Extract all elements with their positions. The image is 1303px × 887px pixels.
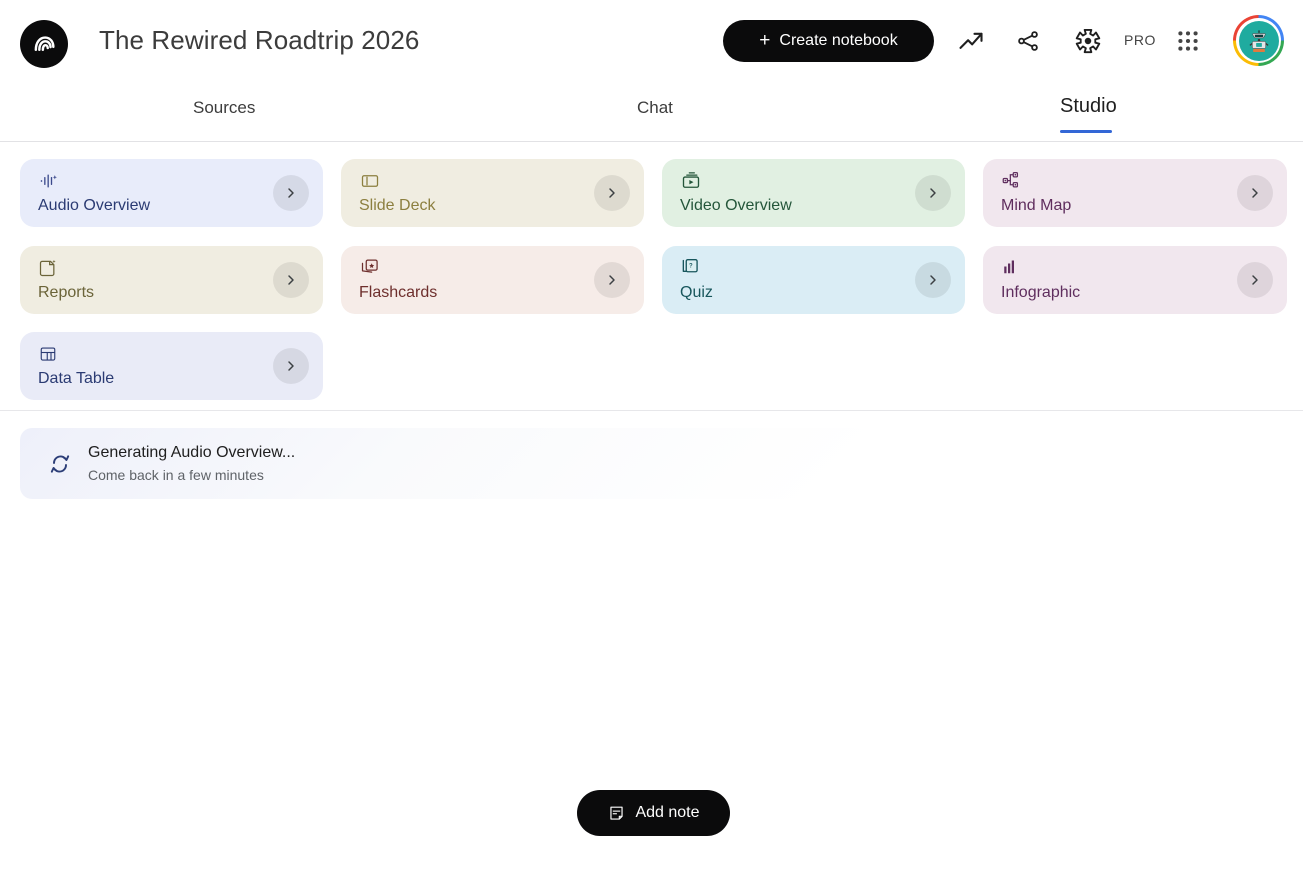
svg-text:?: ? [689, 263, 693, 269]
